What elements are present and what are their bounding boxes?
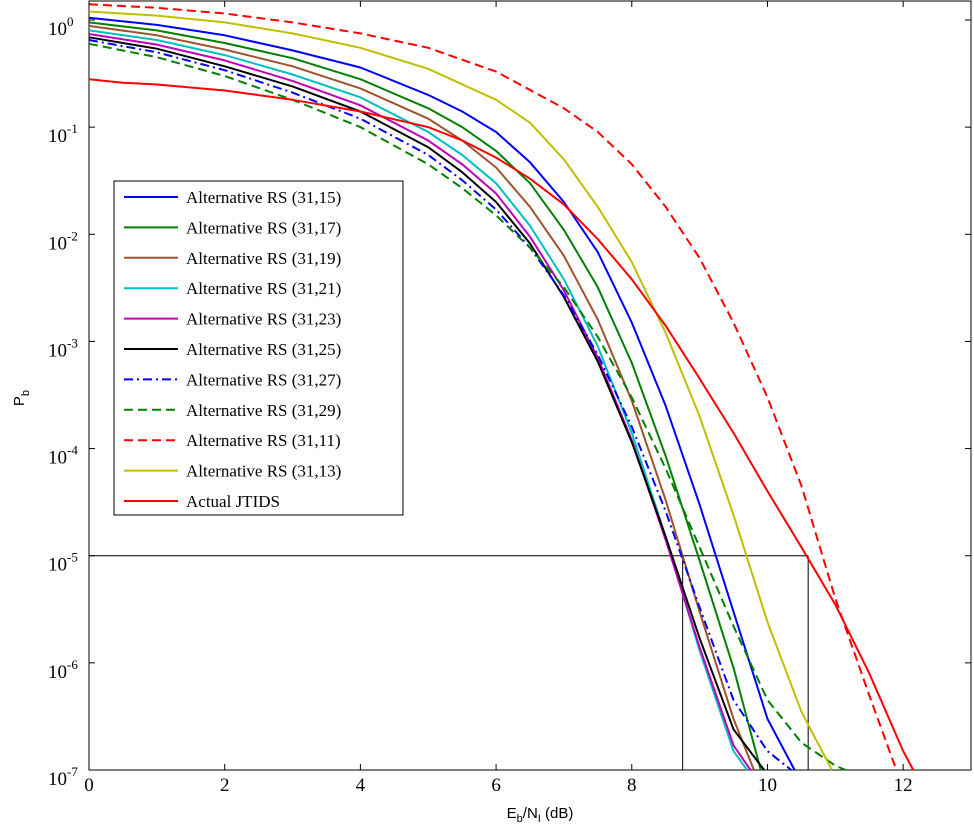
tick-labels: 0 2 4 6 8 10 12 100 10-1 10-2 10-3 10-4 10-5 10-6 10-7 [48,14,913,796]
series-line-9 [88,10,833,771]
x-axis-label: Eb/NI (dB) [507,805,574,825]
x-axis-label-mid: /N [523,805,538,822]
y-tick-label-3: 10-3 [48,335,78,361]
legend-label-3: Alternative RS (31,21) [186,279,341,298]
legend-label-0: Alternative RS (31,15) [186,188,341,207]
legend-label-8: Alternative RS (31,11) [186,431,341,450]
x-tick-label-2: 4 [356,775,366,796]
y-tick-label-6: 10-6 [48,657,78,683]
legend-label-6: Alternative RS (31,27) [186,370,341,389]
x-axis-label-sub1: b [517,813,523,825]
x-tick-label-4: 8 [627,775,637,796]
y-tick-label-5: 10-5 [48,550,78,576]
legend: Alternative RS (31,15) Alternative RS (31… [113,180,404,516]
x-tick-label-6: 12 [894,775,913,796]
series-line-2 [88,24,755,771]
y-tick-label-1: 10-1 [48,121,78,147]
series-line-10 [88,78,915,771]
y-axis-label-sub: b [20,390,32,396]
legend-label-2: Alternative RS (31,19) [186,249,341,268]
x-tick-label-5: 10 [758,775,777,796]
y-tick-label-0: 100 [48,14,74,40]
series-line-5 [88,36,765,771]
legend-box [113,180,404,516]
x-axis-label-tail: (dB) [541,805,574,822]
y-axis-label: Pb [11,390,32,406]
y-axis-label-main: P [11,396,28,406]
legend-label-10: Actual JTIDS [186,492,280,511]
series-line-4 [88,33,752,771]
series-line-0 [88,16,796,771]
y-tick-label-4: 10-4 [48,443,78,469]
y-tick-label-2: 10-2 [48,228,78,254]
axis-ticks [88,1,971,771]
legend-label-5: Alternative RS (31,25) [186,340,341,359]
legend-label-4: Alternative RS (31,23) [186,310,341,329]
x-axis-label-main: E [507,805,517,822]
legend-label-7: Alternative RS (31,29) [186,401,341,420]
x-axis-label-sub2: I [538,813,541,825]
series-lines [88,3,915,771]
legend-label-1: Alternative RS (31,17) [186,218,341,237]
x-tick-label-0: 0 [84,775,94,796]
y-tick-label-7: 10-7 [48,764,78,790]
x-tick-label-1: 2 [220,775,230,796]
legend-label-9: Alternative RS (31,13) [186,462,341,481]
x-tick-label-3: 6 [491,775,501,796]
